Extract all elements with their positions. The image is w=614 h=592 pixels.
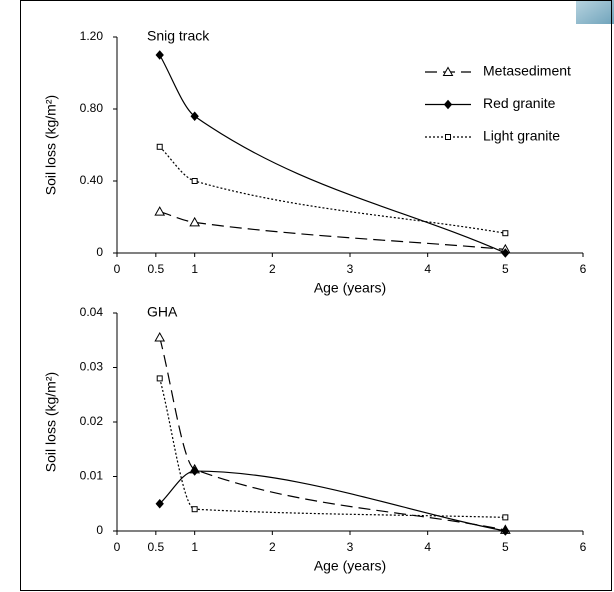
y-tick-label: 0 (96, 523, 103, 537)
x-axis-label: Age (years) (314, 280, 386, 296)
y-tick-label: 0.40 (80, 173, 104, 187)
marker (191, 178, 198, 184)
marker (501, 526, 510, 536)
series-line (159, 378, 506, 518)
photo-fragment (576, 0, 614, 24)
x-tick-label: 1 (191, 540, 198, 554)
series-line (159, 146, 506, 234)
series-line (159, 211, 506, 250)
marker (155, 50, 164, 60)
marker (189, 216, 201, 227)
legend-label: Red granite (483, 95, 556, 111)
marker (156, 143, 163, 150)
marker (155, 498, 164, 509)
legend-marker (445, 134, 451, 140)
marker (154, 332, 166, 342)
y-tick-label: 0.01 (80, 469, 104, 483)
y-tick-label: 0.80 (80, 101, 104, 115)
marker (191, 506, 198, 513)
y-axis-label: Soil loss (kg/m²) (43, 95, 59, 195)
series-line (159, 54, 506, 254)
marker (502, 514, 509, 521)
marker (190, 111, 199, 121)
y-tick-label: 0.02 (80, 414, 104, 428)
x-tick-label: 5 (502, 540, 509, 554)
legend-label: Metasediment (483, 63, 571, 79)
legend-marker (442, 66, 454, 76)
y-axis-label: Soil loss (kg/m²) (43, 372, 59, 472)
marker (502, 230, 509, 237)
marker (190, 466, 199, 476)
x-tick-label: 0 (114, 262, 121, 276)
x-tick-label: 6 (580, 262, 587, 276)
x-tick-label: 1 (191, 262, 198, 276)
x-tick-label: 0.5 (147, 262, 164, 276)
x-tick-label: 4 (424, 540, 431, 554)
y-tick-label: 1.20 (80, 29, 104, 43)
x-tick-label: 3 (347, 540, 354, 554)
marker (156, 375, 163, 382)
x-axis-label: Age (years) (314, 558, 386, 574)
panel-title: GHA (147, 304, 178, 320)
legend-marker (443, 99, 453, 110)
marker (154, 206, 166, 216)
series-line (159, 470, 506, 532)
legend-label: Light granite (483, 128, 560, 144)
x-tick-label: 0 (114, 540, 121, 554)
series-line (159, 337, 506, 531)
y-tick-label: 0 (96, 245, 103, 259)
x-tick-label: 2 (269, 262, 276, 276)
frame (20, 0, 612, 591)
x-tick-label: 0.5 (147, 540, 164, 554)
panel-title: Snig track (147, 28, 210, 44)
y-tick-label: 0.04 (80, 305, 104, 319)
y-tick-label: 0.03 (80, 360, 104, 374)
x-tick-label: 2 (269, 540, 276, 554)
x-tick-label: 4 (424, 262, 431, 276)
marker (501, 248, 510, 258)
x-tick-label: 3 (347, 262, 354, 276)
x-tick-label: 6 (580, 540, 587, 554)
x-tick-label: 5 (502, 262, 509, 276)
